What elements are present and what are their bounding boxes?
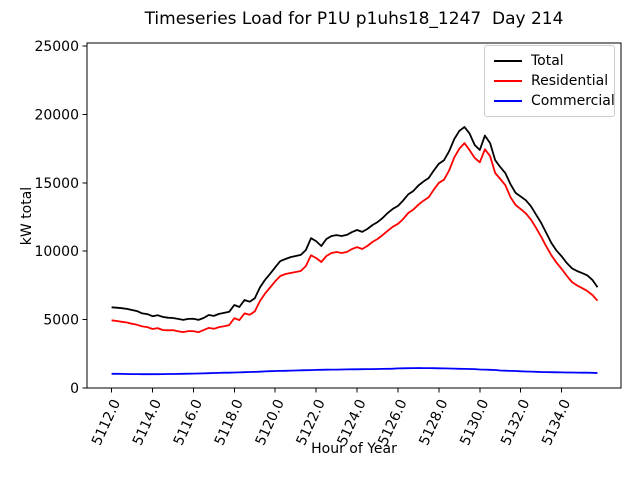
legend-line-total-icon	[494, 60, 522, 62]
y-axis-label: kW total	[19, 186, 35, 246]
legend-label-total: Total	[531, 53, 564, 69]
x-axis-label: Hour of Year	[311, 441, 397, 457]
series-line-commercial	[111, 367, 598, 376]
chart-title: Timeseries Load for P1U p1uhs18_1247 Day…	[144, 9, 564, 29]
legend-item-total: Total	[494, 51, 605, 71]
legend-line-residential-icon	[494, 80, 522, 82]
y-tick-label: 5000	[43, 313, 79, 329]
legend-line-commercial-icon	[494, 100, 522, 102]
series-line-total	[111, 126, 599, 321]
legend-label-commercial: Commercial	[531, 93, 615, 109]
axes-spines	[86, 42, 622, 389]
y-tick-label: 15000	[34, 176, 79, 192]
legend-label-residential: Residential	[531, 73, 609, 89]
y-tick-label: 10000	[34, 244, 79, 260]
legend: Total Residential Commercial	[484, 45, 615, 117]
legend-item-commercial: Commercial	[494, 91, 615, 111]
y-tick-label: 20000	[34, 107, 79, 123]
series-line-residential	[111, 142, 599, 334]
legend-item-residential: Residential	[494, 71, 609, 91]
y-tick-label: 25000	[34, 39, 79, 55]
y-tick-label: 0	[70, 381, 79, 397]
